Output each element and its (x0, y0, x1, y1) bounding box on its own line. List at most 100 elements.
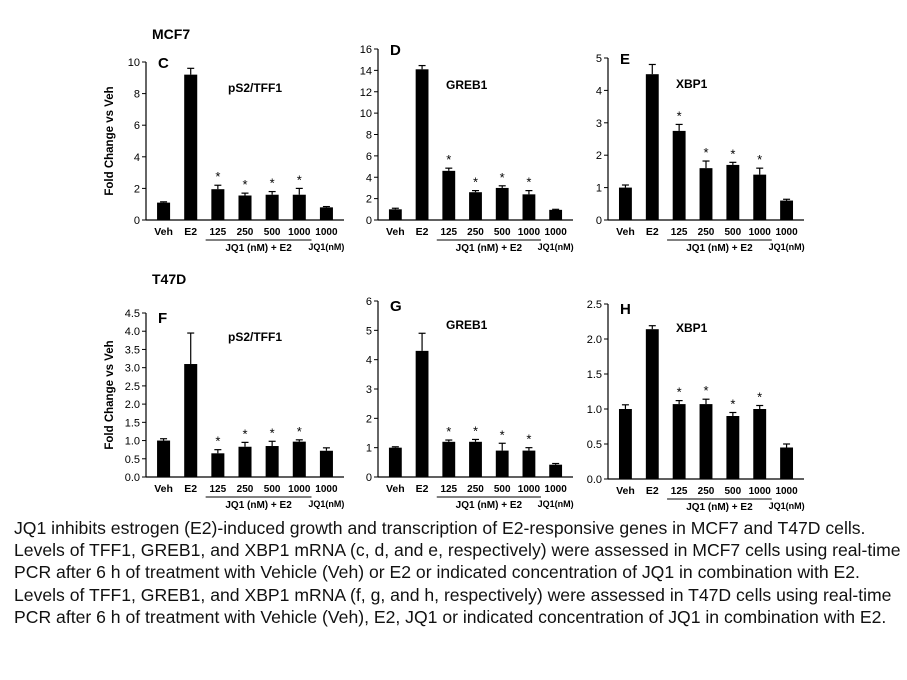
y-tick-label: 10 (360, 108, 372, 120)
significance-star: * (730, 397, 735, 412)
bar (442, 170, 456, 220)
bar (672, 404, 686, 479)
bar (780, 200, 794, 220)
y-tick-label: 2 (134, 183, 140, 195)
category-label: 1000 (288, 227, 311, 238)
y-tick-label: 6 (366, 151, 372, 163)
significance-star: * (526, 175, 531, 190)
panel-letter: D (390, 42, 401, 59)
bar (672, 130, 686, 220)
y-tick-label: 4 (366, 172, 372, 184)
significance-star: * (215, 434, 220, 449)
panel-h: 0.0 0.5 1.0 1.5 2.0 2.5 H XBP1 Veh E2 * 125 * 250 * 500… (587, 299, 805, 513)
bracket-label: JQ1 (nM) + E2 (225, 500, 292, 511)
bar (319, 450, 333, 477)
category-label: 500 (494, 227, 511, 238)
category-label: Veh (154, 226, 173, 238)
bar (469, 192, 482, 220)
y-tick-label: 2 (366, 194, 372, 206)
last-category-sublabel: JQ1(nM) (308, 499, 344, 509)
category-label: 1000 (315, 227, 338, 238)
category-label: Veh (154, 483, 173, 495)
category-label: E2 (184, 226, 197, 238)
panel-g: 0 1 2 3 4 5 6 G GREB1 Veh E2 * 125 * 250 * 500 * 1000 1000 J… (366, 296, 574, 511)
category-label: E2 (184, 483, 197, 495)
bar (495, 187, 509, 220)
category-label: 250 (237, 227, 254, 238)
category-label: 125 (671, 486, 688, 497)
category-label: E2 (646, 485, 659, 497)
bar (726, 416, 740, 479)
category-label: Veh (616, 485, 635, 497)
bar (726, 164, 740, 220)
bar (238, 446, 252, 477)
bar (699, 404, 713, 479)
bracket-label: JQ1 (nM) + E2 (456, 500, 523, 511)
panel-e: 0 1 2 3 4 5 E XBP1 Veh E2 * 125 * 250 * 500 * 1000 1000 JQ1… (596, 51, 805, 254)
panel-d: 0 2 4 6 8 10 12 14 16 D GREB1 Veh E2 * 125 * 250 * 500 * 100… (360, 42, 574, 254)
y-tick-label: 1 (596, 183, 602, 195)
y-tick-label: 4 (366, 355, 372, 367)
panel-letter: F (158, 310, 167, 327)
bar (211, 453, 225, 477)
bar (618, 187, 632, 220)
y-tick-label: 6 (366, 296, 372, 308)
y-tick-label: 5 (596, 53, 602, 65)
category-label: 1000 (545, 227, 568, 238)
y-tick-label: 3.0 (125, 363, 140, 375)
category-label: 1000 (518, 227, 541, 238)
category-label: Veh (386, 226, 405, 238)
category-label: 500 (494, 484, 511, 495)
y-tick-label: 0 (134, 215, 140, 227)
bar (415, 350, 429, 477)
y-tick-label: 0.5 (587, 439, 602, 451)
bracket-label: JQ1 (nM) + E2 (456, 243, 523, 254)
significance-star: * (270, 425, 275, 440)
bracket-label: JQ1 (nM) + E2 (686, 243, 753, 254)
category-label: 1000 (518, 484, 541, 495)
category-label: 250 (237, 484, 254, 495)
y-tick-label: 6 (134, 120, 140, 132)
category-label: 125 (440, 227, 457, 238)
category-label: E2 (646, 226, 659, 238)
bar (645, 74, 659, 220)
y-tick-label: 1.0 (587, 404, 602, 416)
y-tick-label: 14 (360, 65, 372, 77)
category-label: 250 (698, 227, 715, 238)
category-label: 125 (671, 227, 688, 238)
bar (184, 74, 198, 220)
y-tick-label: 2.5 (587, 299, 602, 311)
last-category-sublabel: JQ1(nM) (769, 501, 805, 511)
group-label-mcf7: MCF7 (152, 26, 190, 42)
y-tick-label: 10 (128, 57, 140, 69)
bar (753, 409, 767, 479)
category-label: 1000 (775, 227, 798, 238)
category-label: E2 (416, 226, 429, 238)
bar (292, 441, 306, 477)
category-label: 125 (210, 484, 227, 495)
y-tick-label: 3 (366, 384, 372, 396)
panel-letter: C (158, 55, 169, 72)
category-label: 500 (725, 486, 742, 497)
significance-star: * (730, 146, 735, 161)
last-category-sublabel: JQ1(nM) (308, 242, 344, 252)
y-tick-label: 0.0 (125, 472, 140, 484)
chart-title: pS2/TFF1 (228, 330, 282, 344)
y-tick-label: 8 (134, 89, 140, 101)
category-label: 500 (725, 227, 742, 238)
last-category-sublabel: JQ1(nM) (769, 242, 805, 252)
category-label: E2 (416, 483, 429, 495)
significance-star: * (446, 424, 451, 439)
panel-letter: G (390, 298, 402, 315)
significance-star: * (297, 424, 302, 439)
figure-caption: JQ1 inhibits estrogen (E2)-induced growt… (14, 518, 901, 627)
significance-star: * (242, 426, 247, 441)
bracket-label: JQ1 (nM) + E2 (686, 502, 753, 513)
y-tick-label: 1.5 (125, 417, 140, 429)
chart-title: XBP1 (676, 77, 708, 91)
bar (469, 441, 482, 477)
y-tick-label: 4 (596, 85, 602, 97)
y-tick-label: 0.0 (587, 474, 602, 486)
category-label: Veh (616, 226, 635, 238)
group-label-t47d: T47D (152, 271, 186, 287)
